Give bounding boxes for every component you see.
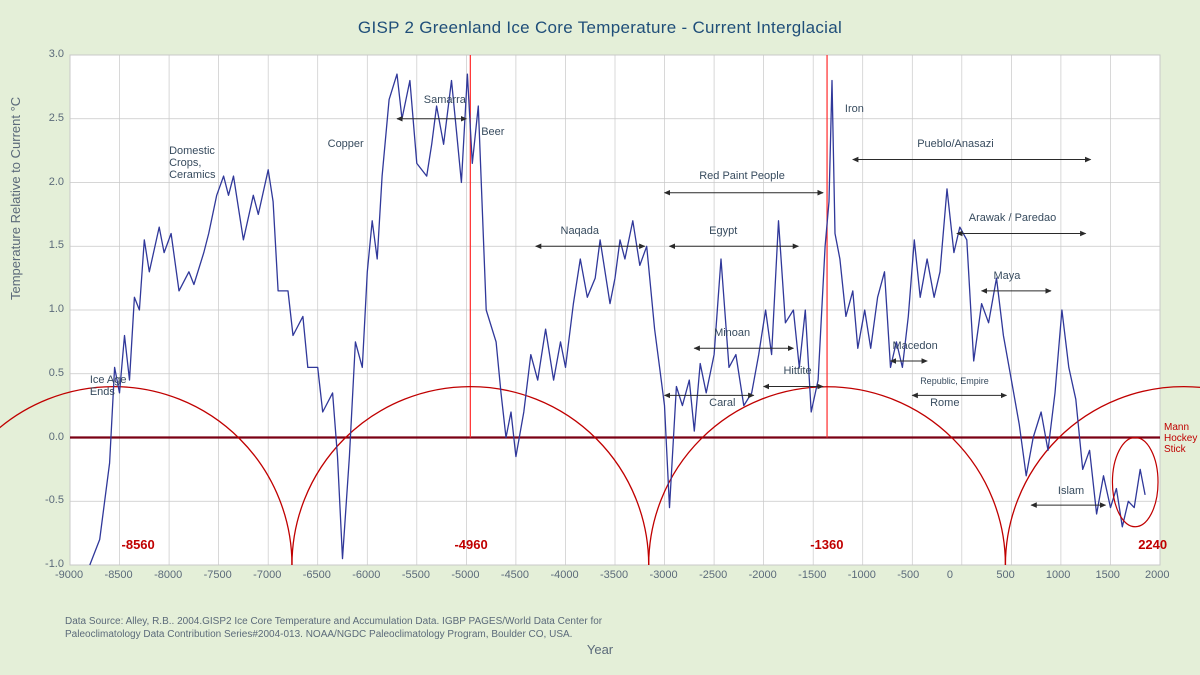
x-tick-label: -3500 [600,569,628,581]
plot-area [70,55,1160,565]
x-tick-label: -7500 [204,569,232,581]
x-tick-label: -5000 [451,569,479,581]
annotation-label: Republic, Empire [920,377,989,387]
y-tick-label: 0.5 [49,367,64,379]
data-source-footer: Data Source: Alley, R.B.. 2004.GISP2 Ice… [65,616,605,641]
x-tick-label: -500 [897,569,919,581]
y-tick-label: 1.0 [49,303,64,315]
x-tick-label: -8000 [154,569,182,581]
annotation-label: Maya [994,270,1021,282]
annotation-label: Arawak / Paredao [969,212,1056,224]
annotation-label: Naqada [561,225,600,237]
x-tick-label: 1000 [1046,569,1070,581]
y-tick-label: 3.0 [49,48,64,60]
cycle-year-label: -1360 [810,537,843,552]
annotation-label: Minoan [714,327,750,339]
x-tick-label: -4000 [550,569,578,581]
x-tick-label: -3000 [650,569,678,581]
x-tick-label: -1500 [798,569,826,581]
y-tick-label: 0.0 [49,431,64,443]
cycle-year-label: 2240 [1138,537,1167,552]
x-tick-label: -1000 [848,569,876,581]
annotation-label: Egypt [709,225,737,237]
annotation-label: Caral [709,397,735,409]
chart-container: GISP 2 Greenland Ice Core Temperature - … [0,0,1200,675]
x-tick-label: -4500 [501,569,529,581]
y-tick-label: -0.5 [45,494,64,506]
annotation-label: Red Paint People [699,170,785,182]
annotation-label: DomesticCrops,Ceramics [169,145,215,181]
annotation-label: Copper [328,138,364,150]
annotation-label: Hittite [783,365,811,377]
x-axis-label: Year [0,642,1200,657]
x-tick-label: -7000 [253,569,281,581]
x-tick-label: -6500 [303,569,331,581]
x-tick-label: -5500 [402,569,430,581]
x-tick-label: -2000 [749,569,777,581]
x-tick-label: -6000 [352,569,380,581]
chart-title: GISP 2 Greenland Ice Core Temperature - … [0,18,1200,38]
annotation-label: Ice AgeEnds [90,374,127,398]
annotation-label: Beer [481,126,504,138]
annotation-label: Iron [845,103,864,115]
cycle-year-label: -8560 [122,537,155,552]
y-tick-label: 1.5 [49,239,64,251]
x-tick-label: 1500 [1095,569,1119,581]
x-tick-label: -2500 [699,569,727,581]
x-tick-label: 500 [996,569,1014,581]
annotation-label: Rome [930,397,959,409]
x-tick-label: -8500 [105,569,133,581]
y-tick-label: 2.0 [49,176,64,188]
annotation-label: Pueblo/Anasazi [917,138,993,150]
annotation-label: Macedon [892,340,937,352]
y-axis-label: Temperature Relative to Current °C [8,97,23,300]
x-tick-label: 0 [947,569,953,581]
y-tick-label: 2.5 [49,112,64,124]
x-tick-label: 2000 [1145,569,1169,581]
cycle-year-label: -4960 [454,537,487,552]
x-tick-label: -9000 [55,569,83,581]
annotation-label: Islam [1058,485,1084,497]
plot-svg [70,55,1160,565]
annotation-label: Samarra [424,94,466,106]
mann-hockey-stick-label: MannHockeyStick [1164,422,1197,455]
